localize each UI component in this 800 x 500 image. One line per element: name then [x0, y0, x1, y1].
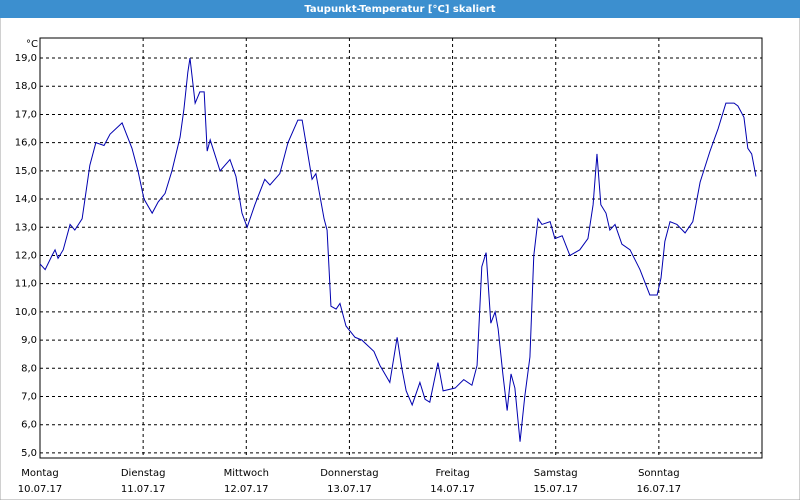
y-tick-label: 5,0: [21, 448, 37, 459]
y-axis-label: °C: [26, 39, 38, 50]
y-tick-label: 19,0: [15, 53, 37, 64]
x-tick-date: 14.07.17: [430, 484, 475, 495]
y-tick-label: 9,0: [21, 335, 37, 346]
x-tick-label: Mittwoch: [224, 468, 269, 479]
y-tick-label: 13,0: [15, 222, 37, 233]
y-tick-label: 6,0: [21, 420, 37, 431]
x-tick-label: Samstag: [534, 468, 578, 479]
y-tick-label: 15,0: [15, 166, 37, 177]
y-tick-label: 7,0: [21, 392, 37, 403]
title-bar: [0, 0, 800, 18]
x-tick-date: 16.07.17: [637, 484, 682, 495]
y-tick-label: 16,0: [15, 138, 37, 149]
x-tick-label: Sonntag: [638, 468, 680, 479]
x-tick-date: 12.07.17: [224, 484, 269, 495]
y-tick-label: 14,0: [15, 194, 37, 205]
y-tick-label: 12,0: [15, 250, 37, 261]
y-tick-label: 8,0: [21, 363, 37, 374]
x-tick-date: 11.07.17: [121, 484, 166, 495]
y-tick-label: 11,0: [15, 279, 37, 290]
x-tick-label: Freitag: [435, 468, 469, 479]
x-tick-date: 15.07.17: [533, 484, 578, 495]
chart-title: Taupunkt-Temperatur [°C] skaliert: [304, 4, 495, 15]
y-tick-label: 18,0: [15, 81, 37, 92]
y-tick-label: 17,0: [15, 109, 37, 120]
y-tick-label: 10,0: [15, 307, 37, 318]
data-line: [39, 57, 757, 442]
x-tick-date: 10.07.17: [18, 484, 63, 495]
x-tick-date: 13.07.17: [327, 484, 372, 495]
plot-area: [39, 37, 763, 459]
x-tick-label: Donnerstag: [320, 468, 378, 479]
x-tick-label: Dienstag: [121, 468, 166, 479]
x-tick-label: Montag: [21, 468, 58, 479]
